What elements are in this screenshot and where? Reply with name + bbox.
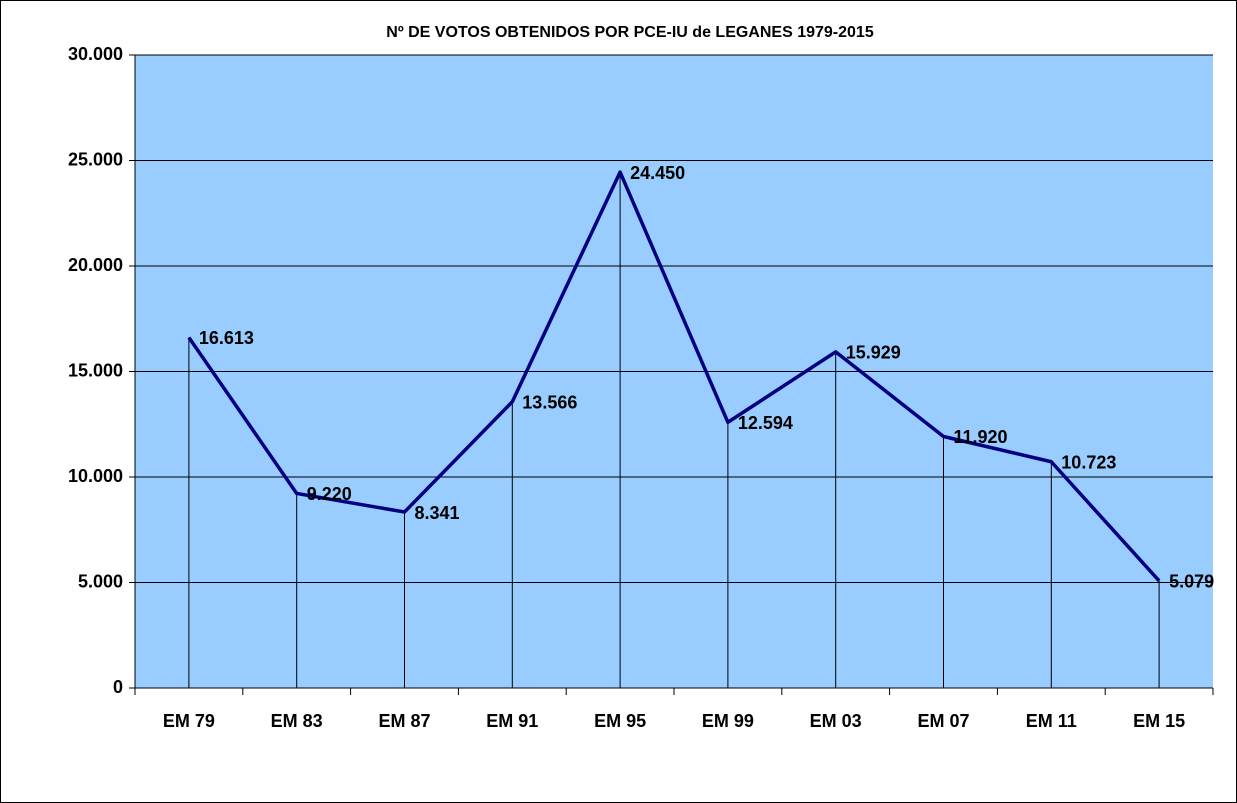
y-tick-label: 0	[113, 677, 123, 697]
data-label: 24.450	[630, 163, 685, 183]
data-label: 15.929	[846, 343, 901, 363]
data-label: 16.613	[199, 328, 254, 348]
x-tick-label: EM 95	[594, 711, 646, 731]
data-label: 11.920	[954, 427, 1008, 447]
data-label: 12.594	[738, 413, 793, 433]
chart: Nº DE VOTOS OBTENIDOS POR PCE-IU de LEGA…	[0, 0, 1237, 803]
y-tick-label: 5.000	[78, 571, 123, 591]
y-tick-label: 25.000	[68, 149, 123, 169]
x-tick-label: EM 87	[378, 711, 430, 731]
y-tick-label: 20.000	[68, 255, 123, 275]
x-tick-label: EM 07	[917, 711, 969, 731]
x-tick-label: EM 99	[702, 711, 754, 731]
y-tick-label: 30.000	[68, 44, 123, 64]
x-tick-label: EM 11	[1026, 711, 1077, 731]
x-tick-label: EM 91	[486, 711, 538, 731]
x-tick-label: EM 79	[163, 711, 215, 731]
y-tick-label: 10.000	[68, 466, 123, 486]
data-label: 8.341	[415, 503, 460, 523]
data-label: 13.566	[522, 393, 577, 413]
data-label: 9.220	[307, 484, 352, 504]
y-tick-label: 15.000	[68, 360, 123, 380]
data-label: 5.079	[1169, 572, 1214, 592]
data-label: 10.723	[1061, 452, 1116, 472]
x-tick-label: EM 03	[810, 711, 862, 731]
x-tick-label: EM 15	[1133, 711, 1185, 731]
x-tick-label: EM 83	[271, 711, 323, 731]
chart-title: Nº DE VOTOS OBTENIDOS POR PCE-IU de LEGA…	[386, 24, 874, 41]
